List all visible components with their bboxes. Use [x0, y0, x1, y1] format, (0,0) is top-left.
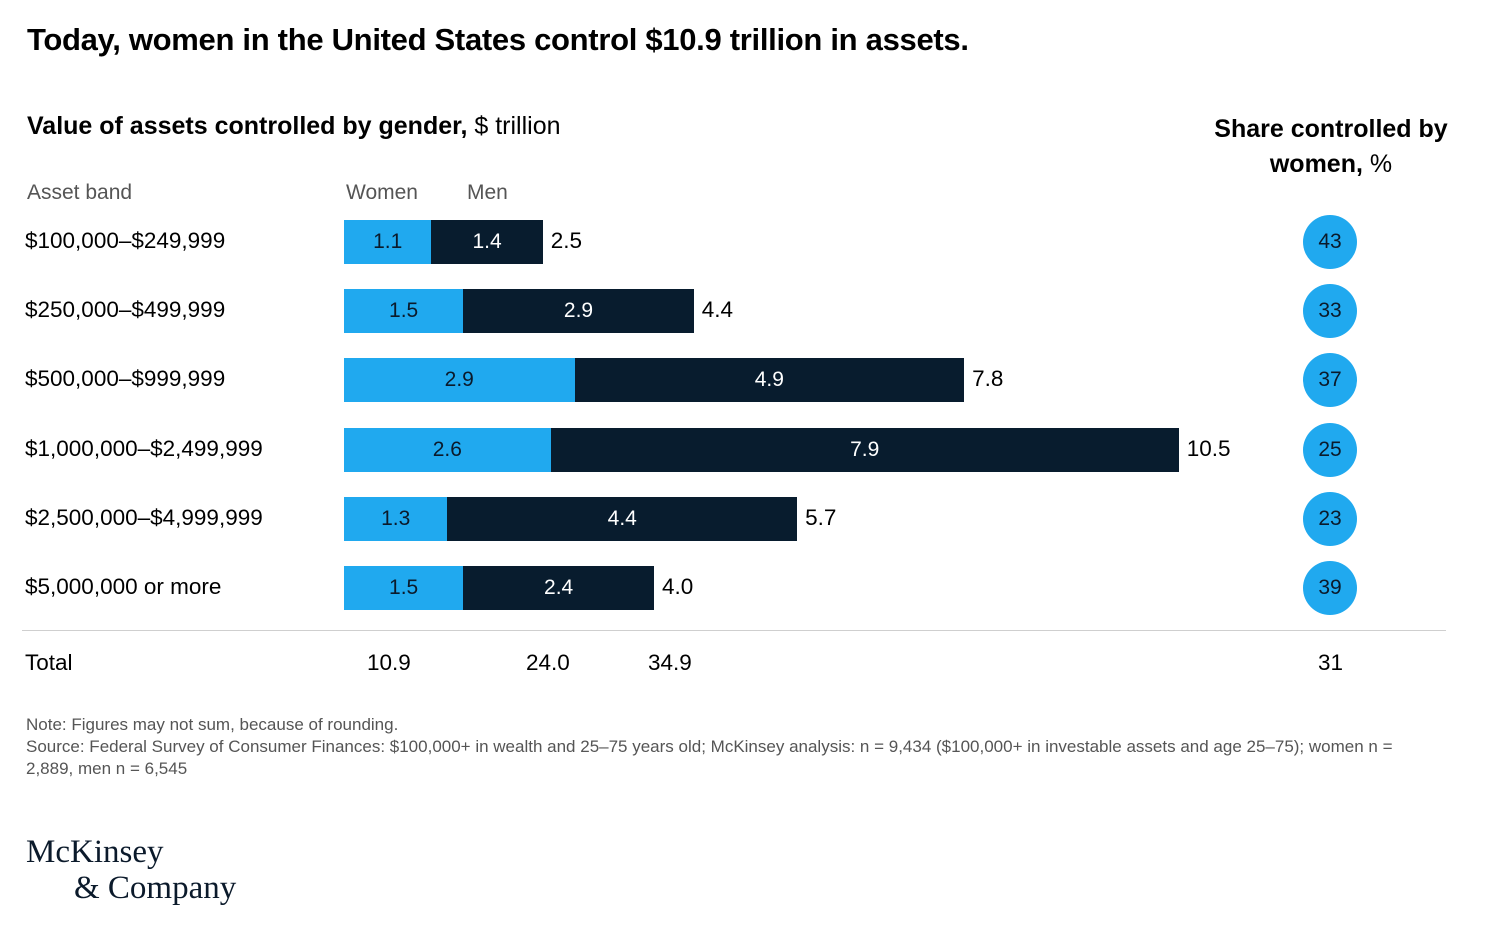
- row-total-label: 5.7: [805, 504, 837, 530]
- bar-women: 1.5: [344, 289, 464, 334]
- asset-band-label: $2,500,000–$4,999,999: [25, 504, 263, 530]
- note-text: Note: Figures may not sum, because of ro…: [26, 715, 399, 734]
- share-circle: 37: [1303, 353, 1357, 408]
- row-total-label: 4.0: [662, 574, 694, 599]
- asset-band-label: $5,000,000 or more: [25, 574, 222, 599]
- source-text: Source: Federal Survey of Consumer Finan…: [26, 737, 1393, 778]
- row-total-label: 2.5: [550, 228, 583, 253]
- share-circle: 43: [1303, 215, 1357, 269]
- share-circle: 25: [1303, 422, 1357, 477]
- bar-men: 2.4: [463, 566, 655, 610]
- total-women: 10.9: [367, 650, 411, 675]
- share-header-bold: Share controlled by women,: [1214, 115, 1448, 178]
- bar-women: 2.9: [344, 358, 575, 403]
- total-share: 31: [1318, 650, 1344, 675]
- logo-line2: & Company: [74, 870, 237, 906]
- total-all: 34.9: [648, 650, 692, 675]
- bar-women: 1.5: [344, 566, 464, 610]
- logo-line1: McKinsey: [26, 834, 164, 870]
- share-header-unit: %: [1362, 150, 1393, 178]
- legend-men: Men: [467, 181, 508, 204]
- row-total-label: 7.8: [972, 366, 1004, 392]
- bar-women: 1.3: [344, 496, 448, 541]
- bar-men: 7.9: [550, 427, 1179, 472]
- row-total-label: 4.4: [701, 297, 734, 323]
- share-circle: 23: [1303, 491, 1357, 546]
- legend-women: Women: [346, 181, 418, 204]
- asset-band-header: Asset band: [27, 181, 133, 204]
- asset-band-label: $100,000–$249,999: [25, 228, 226, 253]
- share-circle: 33: [1303, 284, 1357, 339]
- chart-title: Today, women in the United States contro…: [27, 22, 969, 57]
- share-column-header: Share controlled by women, %: [1196, 112, 1466, 182]
- mckinsey-logo: McKinsey & Company: [26, 834, 236, 906]
- share-circle: 39: [1303, 561, 1357, 615]
- row-total-label: 10.5: [1186, 435, 1231, 461]
- chart-subtitle: Value of assets controlled by gender, $ …: [27, 112, 561, 141]
- bar-men: 4.9: [574, 358, 965, 403]
- bar-men: 2.9: [463, 289, 694, 334]
- asset-band-label: $500,000–$999,999: [25, 366, 226, 392]
- asset-band-label: $1,000,000–$2,499,999: [25, 435, 263, 461]
- total-men: 24.0: [526, 650, 570, 675]
- total-label: Total: [25, 650, 73, 675]
- divider: [22, 630, 1446, 631]
- footnote: Note: Figures may not sum, because of ro…: [26, 714, 1426, 780]
- asset-band-label: $250,000–$499,999: [25, 297, 226, 323]
- bar-men: 4.4: [447, 496, 798, 541]
- bar-men: 1.4: [431, 220, 543, 264]
- subtitle-unit: $ trillion: [467, 112, 561, 140]
- bar-women: 1.1: [344, 220, 432, 264]
- bar-women: 2.6: [344, 427, 551, 472]
- subtitle-bold: Value of assets controlled by gender,: [27, 112, 468, 140]
